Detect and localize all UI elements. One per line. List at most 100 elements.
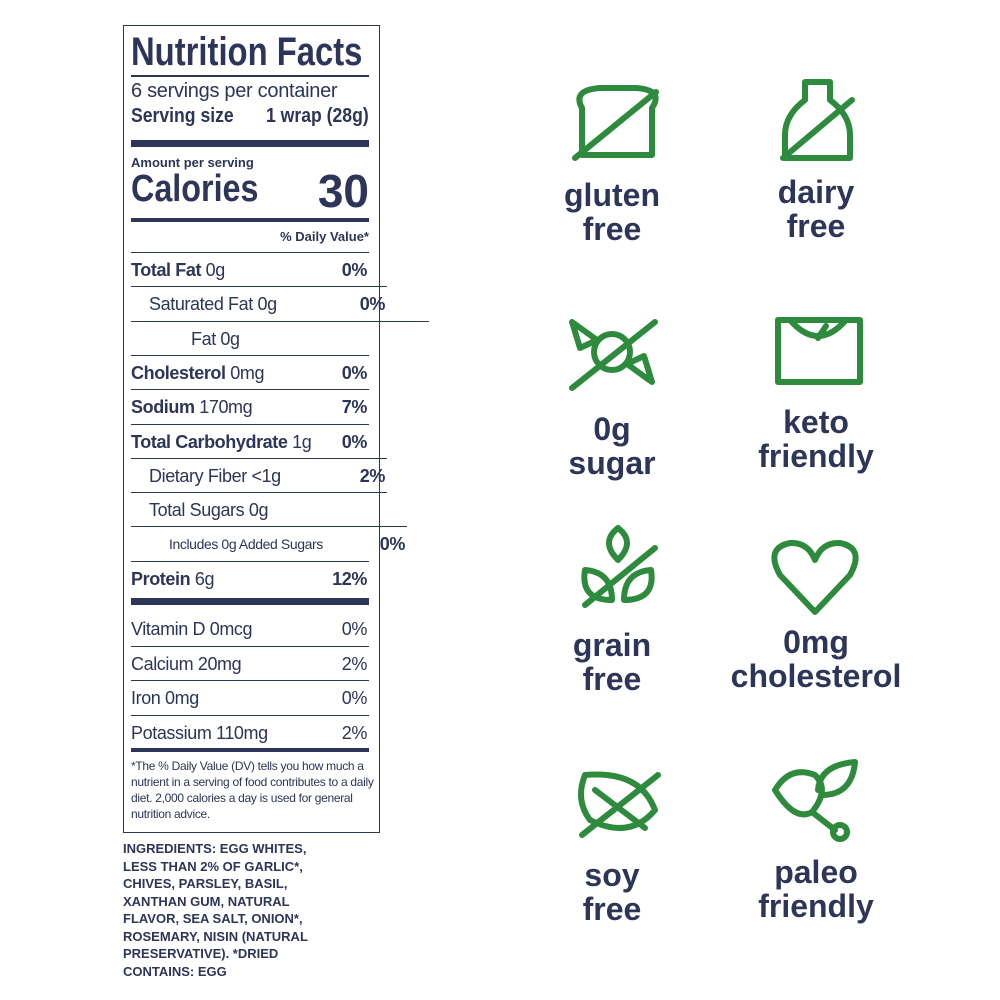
daily-value: 0% [379, 534, 406, 555]
vitamin-name: Iron [131, 688, 161, 709]
daily-value: 0% [341, 688, 368, 709]
ingredient-line: ROSEMARY, NISIN (NATURAL [123, 928, 308, 944]
badge-label: 0mg cholesterol [716, 625, 916, 693]
nutrient-amount: 0mg [230, 362, 265, 383]
daily-value: 2% [341, 654, 368, 675]
nutrient-name: Fat [191, 328, 216, 349]
daily-value: 12% [332, 568, 367, 589]
daily-value: 0% [341, 362, 368, 383]
nutrient-amount: 1g [292, 431, 312, 452]
badge-line: 0mg [783, 624, 849, 660]
nutrient-name: Cholesterol [131, 362, 226, 383]
badge-line: soy [584, 857, 640, 893]
nutrient-row: Cholesterol 0mg 0% [131, 354, 369, 390]
ingredient-line: FLAVOR, SEA SALT, ONION*, [123, 911, 303, 926]
nutrient-row: Total Sugars 0g [131, 492, 387, 527]
daily-value-header: % Daily Value* [280, 229, 369, 244]
daily-value: 0% [341, 431, 368, 452]
vitamin-amount: 110mg [216, 722, 268, 743]
ingredient-line: INGREDIENTS: EGG WHITES, [123, 841, 307, 856]
vitamin-name: Potassium [131, 722, 212, 743]
nutrient-amount: 0g [205, 260, 226, 280]
ingredient-line: PRESERVATIVE). *DRIED [123, 946, 279, 961]
daily-value: 0% [359, 294, 386, 315]
nutrient-row: Total Fat 0g 0% [131, 252, 369, 287]
vitamin-row: Vitamin D 0mcg 0% [131, 612, 369, 646]
badge-line: paleo [774, 854, 858, 890]
nutrient-name: Protein [131, 568, 191, 589]
nutrient-row: Dietary Fiber <1g 2% [131, 457, 387, 493]
badge-line: grain [572, 627, 652, 663]
vitamin-row: Iron 0mg 0% [131, 680, 369, 715]
vitamin-amount: 0mcg [209, 619, 253, 639]
nutrient-row: Sodium 170mg 7% [131, 389, 369, 424]
amount-per-serving: Amount per serving [131, 155, 254, 170]
calories-label: Calories [131, 168, 259, 210]
badge-line: friendly [758, 888, 874, 924]
nutrient-name: Dietary Fiber [149, 465, 247, 486]
ingredient-line: XANTHAN GUM, NATURAL [123, 893, 290, 909]
nutrient-amount: 170mg [199, 397, 253, 418]
vitamin-name: Vitamin D [131, 619, 206, 639]
calories: 30 [317, 165, 369, 217]
daily-value: 2% [359, 465, 386, 486]
candy-icon [569, 319, 658, 391]
badge-label: 0g sugar [512, 412, 712, 480]
serving-size-label: Serving size [131, 105, 234, 127]
ingredients: INGREDIENTS: EGG WHITES, LESS THAN 2% OF … [123, 840, 308, 980]
nutrient-row: Saturated Fat 0g 0% [131, 286, 387, 321]
nutrient-name: Total Carbohydrate [131, 431, 288, 452]
nutrient-row: Protein 6g 12% [131, 560, 369, 596]
footnote: *The % Daily Value (DV) tells you how mu… [131, 759, 374, 821]
badge-line: free [786, 208, 846, 244]
badge-line: free [582, 891, 642, 927]
badge-label: paleo friendly [716, 855, 916, 923]
rule [131, 75, 369, 77]
badge-line: free [582, 211, 642, 247]
nutrient-row: Fat 0g [131, 320, 429, 356]
nutrient-row: Total Carbohydrate 1g 0% [131, 423, 369, 459]
heart-icon [771, 539, 859, 615]
nutrient-amount: 0g [220, 328, 240, 349]
nutrient-row: Includes 0g Added Sugars 0% [131, 526, 407, 561]
vitamin-amount: 0mg [165, 688, 199, 709]
badge-line: free [582, 661, 642, 697]
ingredient-line: LESS THAN 2% OF GARLIC*, [123, 858, 303, 874]
nutrient-amount: 0g [257, 294, 277, 315]
badge-line: sugar [568, 445, 656, 481]
nutrient-amount: 0g [248, 500, 269, 521]
badge-label: keto friendly [716, 405, 916, 473]
nutrient-amount: <1g [251, 465, 281, 486]
badge-line: 0g [593, 411, 631, 447]
daily-value: 0% [341, 260, 368, 280]
vitamin-row: Potassium 110mg 2% [131, 714, 369, 750]
daily-value: 2% [341, 722, 368, 743]
bottle-icon [780, 79, 855, 161]
badge-label: grain free [512, 628, 712, 696]
badge-label: gluten free [512, 178, 712, 246]
daily-value: 0% [341, 619, 368, 639]
nutrient-name: Sodium [131, 397, 195, 418]
thick-rule [131, 598, 369, 605]
bread-icon [572, 85, 659, 161]
medium-rule [131, 218, 369, 222]
badge-line: dairy [777, 174, 855, 210]
nutrient-name: Includes 0g Added Sugars [169, 536, 323, 553]
thick-rule [131, 140, 369, 147]
servings: 6 servings per container [131, 80, 338, 102]
vitamin-name: Calcium [131, 654, 194, 675]
badge-line: keto [783, 404, 849, 440]
scale-icon [775, 317, 863, 385]
daily-value: 7% [341, 397, 368, 418]
nutrient-name: Total Fat [131, 260, 202, 280]
badge-line: friendly [758, 438, 874, 474]
vitamin-row: Calcium 20mg 2% [131, 646, 369, 681]
ingredient-line: CHIVES, PARSLEY, BASIL, [123, 876, 288, 891]
paleo-icon [772, 759, 858, 842]
medium-rule [131, 748, 369, 752]
vitamin-amount: 20mg [197, 654, 242, 675]
nutrient-amount: 6g [194, 568, 215, 589]
serving-size: 1 wrap (28g) [266, 105, 369, 127]
